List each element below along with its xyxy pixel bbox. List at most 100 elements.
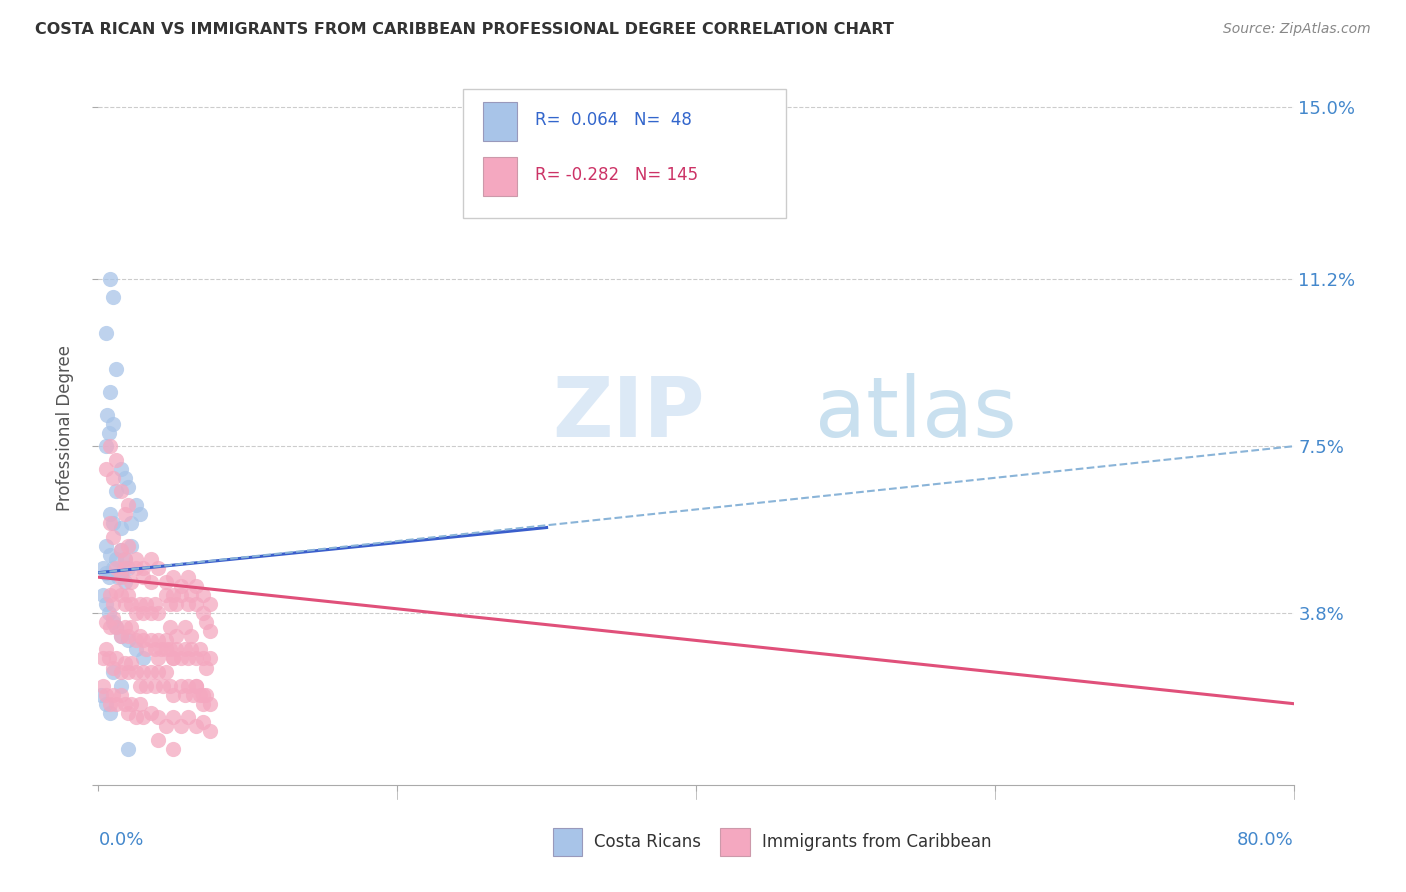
Text: Source: ZipAtlas.com: Source: ZipAtlas.com — [1223, 22, 1371, 37]
Point — [132, 561, 155, 575]
Point — [110, 629, 132, 643]
Text: Costa Ricans: Costa Ricans — [595, 833, 702, 851]
Point — [162, 570, 184, 584]
Point — [191, 588, 214, 602]
FancyBboxPatch shape — [463, 89, 786, 218]
Point — [132, 607, 155, 621]
Point — [110, 484, 132, 499]
Point — [105, 583, 128, 598]
Point — [114, 620, 136, 634]
Point — [98, 620, 122, 634]
Point — [191, 697, 214, 711]
Point — [98, 697, 122, 711]
Point — [107, 570, 129, 584]
Point — [125, 665, 148, 679]
Point — [120, 574, 142, 589]
Point — [103, 530, 125, 544]
Point — [125, 498, 148, 512]
Point — [125, 710, 148, 724]
Point — [180, 642, 202, 657]
Point — [184, 719, 207, 733]
Point — [191, 688, 214, 702]
Point — [117, 480, 139, 494]
Y-axis label: Professional Degree: Professional Degree — [56, 345, 75, 511]
Text: R= -0.282   N= 145: R= -0.282 N= 145 — [534, 166, 697, 184]
Text: Immigrants from Caribbean: Immigrants from Caribbean — [762, 833, 991, 851]
Point — [96, 408, 118, 422]
Point — [162, 588, 184, 602]
Point — [117, 741, 139, 756]
Point — [114, 561, 136, 575]
Point — [180, 588, 202, 602]
Point — [132, 665, 155, 679]
Point — [139, 706, 162, 720]
Point — [103, 665, 125, 679]
Point — [165, 629, 187, 643]
Point — [159, 597, 181, 611]
Point — [159, 679, 181, 693]
Point — [184, 597, 207, 611]
Point — [162, 651, 184, 665]
Point — [98, 272, 122, 286]
Point — [200, 597, 222, 611]
Point — [195, 688, 218, 702]
Point — [97, 570, 120, 584]
Point — [165, 642, 187, 657]
Point — [105, 620, 128, 634]
Point — [110, 688, 132, 702]
Point — [155, 642, 177, 657]
Point — [148, 710, 170, 724]
Point — [120, 539, 142, 553]
Point — [94, 597, 117, 611]
Point — [191, 607, 214, 621]
Point — [125, 552, 148, 566]
Point — [98, 439, 122, 453]
Point — [94, 642, 117, 657]
Point — [129, 597, 152, 611]
Point — [177, 710, 200, 724]
Point — [94, 615, 117, 630]
Point — [132, 633, 155, 648]
Point — [103, 611, 125, 625]
Point — [174, 642, 197, 657]
Point — [125, 633, 148, 648]
Point — [91, 561, 114, 575]
Point — [184, 579, 207, 593]
Point — [114, 471, 136, 485]
Point — [97, 651, 120, 665]
Point — [169, 579, 191, 593]
Point — [200, 697, 222, 711]
Text: atlas: atlas — [815, 374, 1017, 454]
Point — [120, 697, 142, 711]
Point — [98, 384, 122, 399]
Point — [155, 574, 177, 589]
Point — [105, 484, 128, 499]
Point — [177, 679, 200, 693]
Point — [110, 520, 132, 534]
Point — [90, 688, 112, 702]
Point — [105, 697, 128, 711]
Point — [105, 651, 128, 665]
Point — [105, 620, 128, 634]
Point — [148, 732, 170, 747]
Point — [114, 507, 136, 521]
Point — [103, 688, 125, 702]
Point — [103, 615, 125, 630]
Point — [181, 688, 204, 702]
Point — [174, 688, 197, 702]
Point — [132, 570, 155, 584]
Point — [148, 651, 170, 665]
Point — [98, 706, 122, 720]
Point — [184, 679, 207, 693]
Point — [114, 597, 136, 611]
Point — [177, 597, 200, 611]
Point — [148, 607, 170, 621]
Point — [143, 597, 166, 611]
Point — [169, 651, 191, 665]
Point — [169, 679, 191, 693]
Point — [117, 539, 139, 553]
Text: ZIP: ZIP — [553, 374, 704, 454]
Point — [169, 588, 191, 602]
Point — [129, 697, 152, 711]
Point — [97, 425, 120, 440]
